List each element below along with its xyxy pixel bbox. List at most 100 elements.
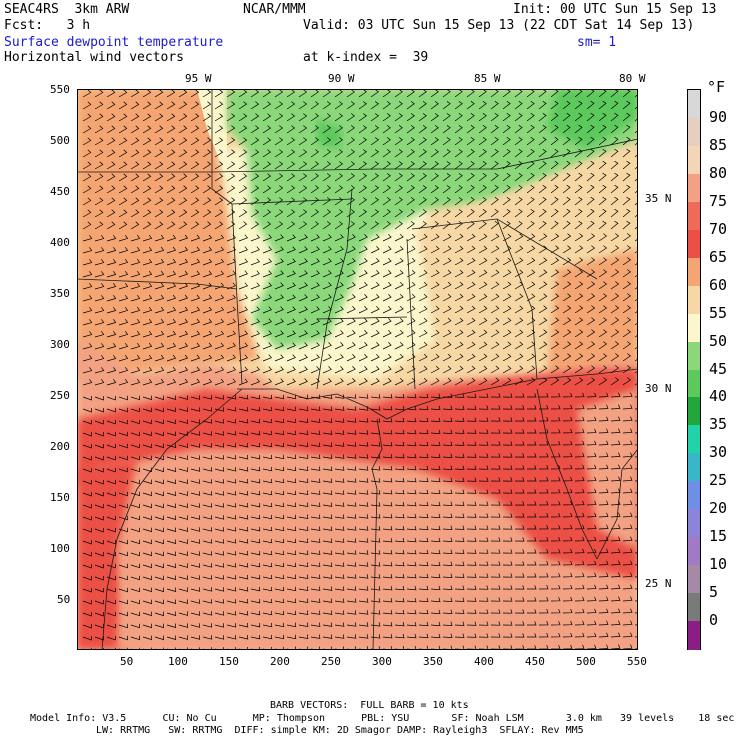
wind-barb bbox=[562, 548, 573, 554]
wind-barb bbox=[130, 599, 140, 605]
wind-barb bbox=[358, 318, 368, 326]
wind-barb bbox=[334, 622, 345, 627]
wind-barb bbox=[310, 342, 320, 350]
wind-barb bbox=[190, 587, 201, 592]
wind-barb bbox=[562, 500, 573, 506]
wind-barb bbox=[466, 537, 477, 542]
wind-barb bbox=[322, 306, 332, 314]
wind-barb bbox=[586, 644, 597, 650]
wind-barb bbox=[514, 317, 524, 326]
wind-barb bbox=[538, 377, 548, 386]
wind-barb bbox=[298, 538, 309, 544]
wind-barb bbox=[94, 89, 104, 98]
wind-barb bbox=[394, 537, 405, 543]
wind-barb bbox=[262, 454, 273, 460]
wind-barb bbox=[310, 526, 321, 531]
wind-barb bbox=[622, 112, 631, 122]
wind-barb bbox=[154, 455, 164, 461]
wind-barb bbox=[598, 392, 609, 398]
wind-barb bbox=[466, 353, 476, 362]
wind-barb bbox=[310, 634, 321, 639]
wind-barb bbox=[406, 609, 417, 615]
wind-barb bbox=[562, 416, 573, 422]
wind-barb bbox=[478, 585, 489, 590]
wind-barb bbox=[394, 173, 403, 182]
wind-barb bbox=[586, 245, 596, 254]
wind-barb bbox=[562, 452, 573, 458]
wind-barb bbox=[394, 305, 404, 314]
wind-barb bbox=[586, 476, 597, 482]
wind-barb bbox=[274, 610, 285, 616]
wind-barb bbox=[610, 317, 620, 326]
wind-barb bbox=[466, 137, 475, 146]
wind-barb bbox=[130, 551, 140, 557]
wind-barb bbox=[598, 560, 609, 566]
wind-barb bbox=[346, 586, 357, 591]
wind-barb bbox=[118, 575, 128, 581]
wind-barb bbox=[526, 365, 536, 374]
wind-barb bbox=[274, 466, 285, 472]
wind-barb bbox=[346, 418, 357, 423]
wind-barb bbox=[322, 562, 333, 567]
wind-barb bbox=[274, 406, 285, 412]
wind-barb bbox=[406, 633, 417, 639]
wind-barb bbox=[346, 394, 357, 399]
wind-barb bbox=[418, 221, 427, 230]
wind-barb bbox=[346, 442, 357, 447]
wind-barb bbox=[406, 573, 417, 579]
wind-barb bbox=[370, 406, 381, 411]
wind-barb bbox=[226, 101, 236, 110]
wind-barb bbox=[598, 220, 607, 230]
wind-barb bbox=[598, 305, 608, 314]
wind-barb bbox=[286, 586, 297, 592]
wind-barb bbox=[526, 377, 536, 386]
wind-barb bbox=[106, 467, 116, 473]
wind-barb bbox=[298, 418, 309, 424]
wind-barb bbox=[106, 137, 116, 146]
wind-barb bbox=[298, 258, 308, 266]
wind-barb bbox=[286, 538, 297, 544]
wind-barb bbox=[586, 608, 597, 614]
wind-barb bbox=[94, 259, 105, 266]
wind-barb bbox=[454, 305, 464, 314]
wind-barb bbox=[202, 527, 213, 532]
wind-barb bbox=[118, 209, 128, 218]
wind-barb bbox=[322, 270, 332, 278]
wind-barb bbox=[106, 125, 116, 134]
wind-barb bbox=[130, 197, 140, 206]
wind-barb bbox=[382, 293, 392, 302]
x-tick-150: 150 bbox=[219, 655, 239, 668]
wind-barb bbox=[274, 562, 285, 568]
wind-barb bbox=[202, 407, 213, 412]
wind-barb bbox=[214, 125, 224, 134]
colorbar-label: 5 bbox=[709, 583, 719, 602]
x-tick-450: 450 bbox=[525, 655, 545, 668]
wind-barb bbox=[262, 113, 272, 122]
wind-barb bbox=[550, 160, 559, 170]
wind-barb bbox=[310, 101, 319, 110]
wind-barb bbox=[478, 393, 489, 398]
wind-barb bbox=[454, 489, 465, 494]
wind-barb bbox=[118, 125, 128, 134]
wind-barb bbox=[106, 89, 116, 98]
wind-barb bbox=[178, 491, 189, 496]
wind-barb bbox=[118, 89, 128, 98]
wind-barb bbox=[322, 514, 333, 519]
wind-barb bbox=[574, 512, 585, 518]
wind-barb bbox=[286, 430, 297, 436]
wind-barb bbox=[202, 125, 212, 134]
wind-barb bbox=[106, 271, 117, 278]
wind-barb bbox=[310, 270, 320, 278]
wind-barb bbox=[454, 477, 465, 482]
wind-barb bbox=[226, 366, 236, 374]
wind-barb bbox=[550, 476, 561, 482]
wind-barb bbox=[430, 269, 440, 278]
wind-barb bbox=[226, 563, 237, 568]
wind-barb bbox=[190, 551, 201, 556]
wind-barb bbox=[142, 587, 152, 593]
wind-barb bbox=[238, 466, 249, 472]
wind-barb bbox=[562, 365, 572, 374]
wind-barb bbox=[190, 246, 201, 254]
wind-barb bbox=[514, 209, 523, 218]
wind-barb bbox=[490, 597, 501, 602]
